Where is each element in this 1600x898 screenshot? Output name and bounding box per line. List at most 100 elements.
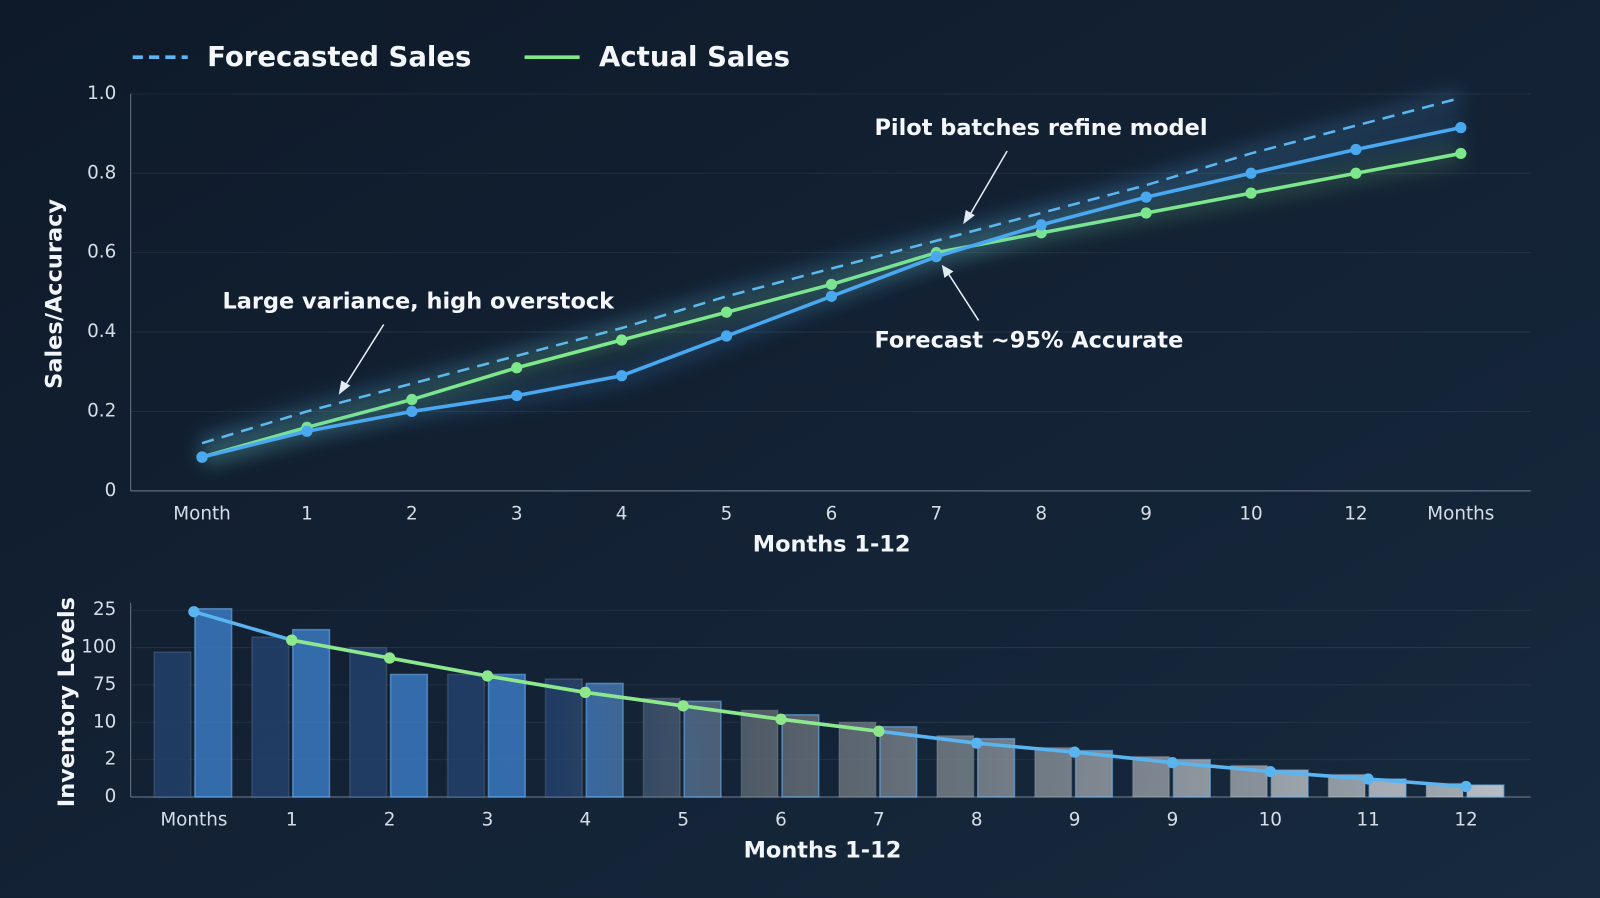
line	[201, 96, 1462, 445]
point	[1035, 219, 1047, 231]
y-tick-label: 75	[93, 674, 116, 695]
bar	[1034, 746, 1073, 798]
point	[775, 713, 787, 725]
point	[383, 652, 396, 664]
arrow	[967, 150, 1008, 218]
point	[971, 737, 983, 749]
arrow-head	[941, 264, 954, 278]
x-tick-label: 12	[1454, 809, 1477, 830]
bar	[838, 721, 877, 798]
point	[616, 334, 628, 346]
y-tick-label: 100	[81, 637, 116, 658]
x-tick-label: 2	[384, 809, 396, 830]
bar	[544, 678, 584, 798]
point	[873, 725, 885, 737]
x-tick-label: 6	[826, 503, 838, 524]
point	[511, 362, 523, 374]
x-tick-label: 10	[1239, 503, 1262, 524]
annotation: Pilot batches refine model	[874, 115, 1207, 141]
point	[616, 370, 628, 382]
point	[720, 306, 733, 318]
x-tick-label: Month	[173, 503, 231, 524]
bar	[740, 709, 779, 798]
y-tick-label: 0.4	[87, 321, 116, 342]
point	[1362, 773, 1374, 785]
x-tick-label: 3	[511, 503, 523, 524]
bar	[1466, 784, 1505, 798]
point	[1460, 780, 1472, 793]
bar	[194, 607, 233, 798]
point	[481, 670, 494, 682]
x-tick-label: 8	[1035, 503, 1047, 524]
bar	[683, 700, 722, 798]
bar	[1074, 749, 1114, 798]
y-tick-label: 0	[105, 480, 117, 501]
point	[1455, 147, 1467, 160]
point	[1455, 122, 1467, 134]
bar	[487, 673, 526, 798]
bar	[389, 673, 429, 798]
x-tick-label: 7	[930, 503, 942, 524]
legend: Forecasted Sales Actual Sales	[132, 41, 790, 73]
point	[1350, 143, 1362, 156]
x-tick-label: 4	[579, 809, 591, 830]
bar	[153, 651, 192, 798]
y-tick-label: 0.8	[87, 162, 116, 183]
x-tick-label: 7	[873, 809, 885, 830]
legend-label: Forecasted Sales	[207, 41, 471, 73]
bar	[879, 725, 918, 798]
x-axis-title: Months 1-12	[744, 838, 902, 864]
point	[1140, 191, 1152, 203]
x-tick-label: 9	[1140, 503, 1152, 524]
legend-label: Actual Sales	[599, 41, 790, 73]
arrow-head	[338, 380, 351, 395]
bar	[585, 682, 624, 798]
bar	[781, 714, 820, 798]
point	[825, 278, 838, 291]
point	[579, 686, 591, 698]
point	[286, 634, 298, 646]
annotation: Large variance, high overstock	[222, 289, 615, 315]
point	[825, 290, 838, 302]
point	[1245, 167, 1257, 179]
bar	[642, 697, 681, 798]
x-tick-label: 4	[616, 503, 628, 524]
point	[406, 393, 418, 406]
x-tick-label: 5	[677, 809, 689, 830]
x-tick-label: 10	[1259, 809, 1282, 830]
point	[406, 405, 418, 418]
x-tick-label: 8	[971, 809, 983, 830]
x-axis-title: Months 1-12	[753, 531, 911, 557]
x-tick-label: 2	[406, 503, 418, 524]
y-tick-label: 0	[105, 786, 117, 807]
bar	[976, 737, 1016, 798]
point	[1068, 746, 1081, 758]
point	[1264, 765, 1276, 778]
bar	[1327, 773, 1366, 798]
x-tick-label: 9	[1167, 809, 1179, 830]
y-tick-label: 2	[105, 749, 117, 770]
arrow	[946, 271, 980, 321]
bar	[936, 734, 975, 798]
x-tick-label: 3	[482, 809, 494, 830]
point	[1166, 756, 1179, 769]
x-tick-label: Months	[160, 809, 227, 830]
arrow-head	[963, 210, 975, 225]
y-tick-label: 0.6	[87, 242, 116, 263]
x-tick-label: 9	[1069, 809, 1081, 830]
y-tick-label: 1.0	[87, 83, 116, 104]
point	[720, 330, 733, 342]
y-tick-label: 10	[93, 711, 116, 732]
point	[511, 389, 523, 402]
point	[677, 700, 689, 712]
annotation: Forecast ~95% Accurate	[874, 327, 1183, 353]
annotation-arrows	[338, 150, 1008, 395]
x-tick-label: 1	[301, 503, 313, 524]
bar	[446, 673, 486, 798]
point	[1245, 187, 1257, 199]
x-tick-label: 5	[721, 503, 733, 524]
y-tick-label: 25	[93, 599, 116, 620]
x-tick-label: Months	[1427, 503, 1494, 524]
